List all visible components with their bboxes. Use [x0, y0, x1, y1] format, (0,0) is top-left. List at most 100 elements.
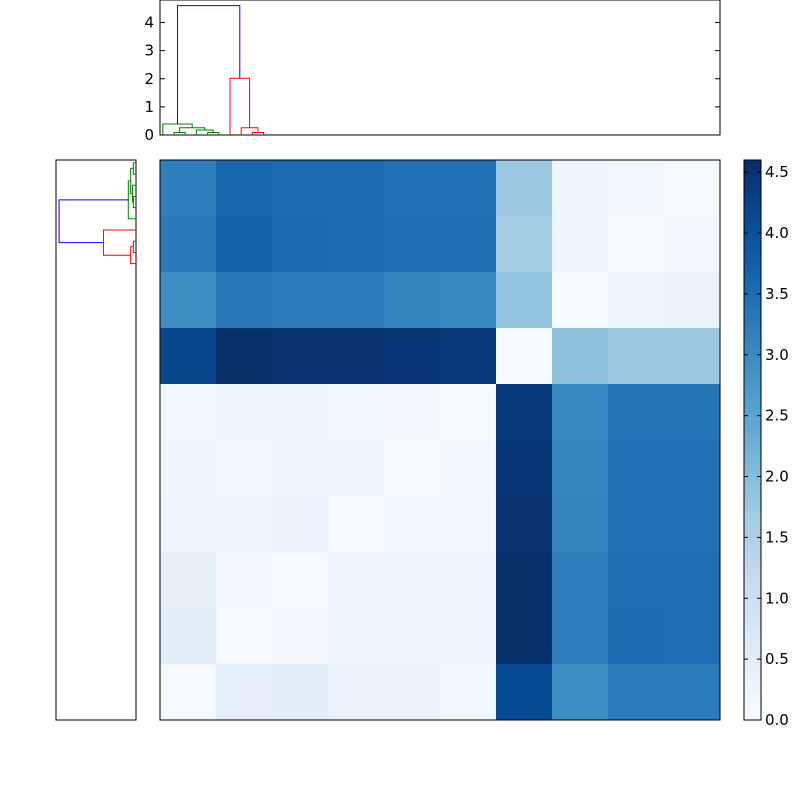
colorbar-segment [744, 594, 761, 600]
heatmap-cell [440, 552, 497, 609]
colorbar-tick-label: 3.0 [765, 346, 789, 364]
top-dendrogram-frame [159, 0, 721, 136]
colorbar-segment [744, 286, 761, 292]
colorbar-segment [744, 253, 761, 259]
colorbar-segment [744, 645, 761, 651]
heatmap-cell [160, 384, 217, 441]
colorbar-segment [744, 706, 761, 712]
colorbar-segment [744, 715, 761, 721]
colorbar-segment [744, 477, 761, 483]
colorbar-segment [744, 528, 761, 534]
heatmap-cell [160, 272, 217, 329]
dendrogram-link [58, 199, 129, 244]
colorbar-segment [744, 290, 761, 296]
dendrogram-link [229, 77, 251, 135]
heatmap-cell [216, 608, 273, 665]
colorbar-segment [744, 659, 761, 665]
colorbar-segment [744, 552, 761, 558]
colorbar-segment [744, 337, 761, 343]
dendrogram-link [177, 5, 241, 125]
heatmap-cell [384, 272, 441, 329]
dendrogram-link [131, 184, 136, 203]
colorbar-segment [744, 258, 761, 264]
colorbar-segment [744, 556, 761, 562]
colorbar-segment [744, 346, 761, 352]
heatmap-cell [608, 608, 665, 665]
colorbar-segment [744, 650, 761, 656]
colorbar-segment [744, 276, 761, 282]
colorbar-segment [744, 318, 761, 324]
heatmap-cell [160, 664, 217, 721]
colorbar-segment [744, 636, 761, 642]
heatmap-cell [664, 384, 721, 441]
colorbar-segment [744, 426, 761, 432]
colorbar-segment [744, 314, 761, 320]
colorbar-segment [744, 169, 761, 175]
dendrogram-link [195, 129, 214, 135]
heatmap-cell [160, 552, 217, 609]
heatmap-cell [552, 160, 609, 217]
heatmap-cell [384, 496, 441, 553]
heatmap-cell [664, 552, 721, 609]
heatmap-cell [216, 664, 273, 721]
heatmap-cell [664, 328, 721, 385]
heatmap-cell [608, 384, 665, 441]
heatmap-cell [608, 160, 665, 217]
dendrogram-link [162, 123, 193, 135]
y-tick-label: 4 [144, 14, 154, 32]
heatmap-cell [664, 272, 721, 329]
y-tick-label: 0 [144, 126, 154, 144]
heatmap-cell [384, 384, 441, 441]
colorbar-segment [744, 547, 761, 553]
heatmap-cell [496, 552, 553, 609]
colorbar-segment [744, 561, 761, 567]
heatmap-cell [496, 440, 553, 497]
heatmap-cell [440, 272, 497, 329]
colorbar-segment [744, 640, 761, 646]
colorbar-segment [744, 244, 761, 250]
colorbar-segment [744, 164, 761, 170]
heatmap-cell [216, 440, 273, 497]
colorbar-tick-label: 3.5 [765, 285, 789, 303]
heatmap-cell [272, 496, 329, 553]
heatmap-cell [440, 440, 497, 497]
colorbar-segment [744, 449, 761, 455]
heatmap-cell [496, 272, 553, 329]
heatmap-cell [440, 328, 497, 385]
colorbar-segment [744, 678, 761, 684]
dendrogram-link [240, 127, 259, 135]
heatmap-cell [552, 384, 609, 441]
colorbar-segment [744, 281, 761, 287]
dendrogram-link [251, 131, 265, 135]
colorbar-segment [744, 538, 761, 544]
heatmap-cell [160, 216, 217, 273]
heatmap-cell [272, 160, 329, 217]
colorbar-segment [744, 430, 761, 436]
heatmap-cell [664, 664, 721, 721]
heatmap-cell [496, 216, 553, 273]
heatmap-cell [216, 328, 273, 385]
colorbar-segment [744, 174, 761, 180]
colorbar-segment [744, 393, 761, 399]
colorbar-segment [744, 402, 761, 408]
colorbar-segment [744, 197, 761, 203]
heatmap-cell [272, 552, 329, 609]
heatmap-cell [608, 664, 665, 721]
heatmap-cell [552, 552, 609, 609]
dendrogram-link [130, 167, 134, 195]
colorbar-segment [744, 416, 761, 422]
heatmap-cell [608, 440, 665, 497]
colorbar-segment [744, 407, 761, 413]
heatmap-cell [216, 160, 273, 217]
colorbar-segment [744, 500, 761, 506]
colorbar-frame [743, 159, 762, 721]
y-tick-label: 1 [144, 98, 154, 116]
colorbar-segment [744, 267, 761, 273]
heatmap-cell [328, 384, 385, 441]
colorbar-segment [744, 234, 761, 240]
colorbar-segment [744, 398, 761, 404]
heatmap-cell [328, 160, 385, 217]
dendrogram-link [102, 229, 136, 256]
heatmap-cell [552, 328, 609, 385]
colorbar-segment [744, 356, 761, 362]
